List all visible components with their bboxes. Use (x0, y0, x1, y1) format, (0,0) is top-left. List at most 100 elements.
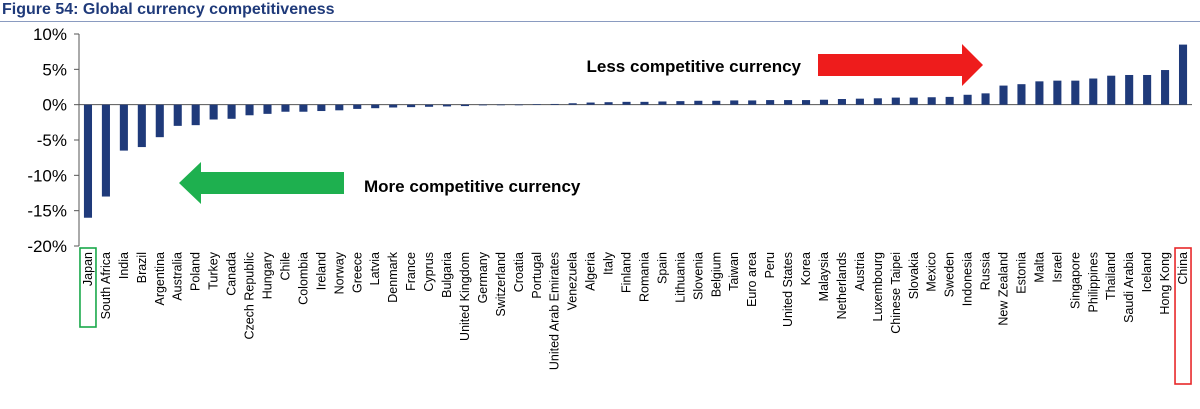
category-label: Romania (637, 252, 651, 302)
bar-colombia (299, 104, 308, 112)
bar-norway (335, 104, 344, 111)
category-label: Malta (1032, 252, 1046, 283)
category-label: Chile (278, 252, 292, 281)
bar-finland (622, 101, 631, 105)
category-label: Venezuela (566, 252, 580, 310)
y-axis: 10% 5% 0% -5% -10% -15% -20% (27, 25, 80, 256)
bar-canada (227, 104, 236, 119)
bar-sweden (945, 96, 954, 105)
bar-peru (766, 100, 775, 105)
bar-thailand (1107, 75, 1116, 105)
bar-brazil (137, 104, 146, 148)
category-label: Sweden (943, 252, 957, 297)
bar-indonesia (963, 94, 972, 105)
bar-venezuela (568, 103, 577, 105)
bar-romania (640, 101, 649, 105)
bar-latvia (371, 104, 380, 109)
category-label: Malaysia (817, 252, 831, 301)
bar-new-zealand (999, 85, 1008, 105)
category-label: Taiwan (727, 252, 741, 291)
y-tick-label: -15% (27, 202, 67, 221)
category-label: Saudi Arabia (1122, 252, 1136, 323)
highlight-box-china (1174, 247, 1192, 385)
category-label: Slovakia (907, 252, 921, 299)
category-label: Mexico (925, 252, 939, 292)
y-tick-label: -5% (37, 131, 67, 150)
category-label: Chinese Taipei (889, 252, 903, 334)
category-label: South Africa (99, 252, 113, 319)
category-label: Japan (81, 252, 95, 286)
title-divider (0, 21, 1200, 22)
category-label: Canada (225, 252, 239, 296)
bar-united-arab-emirates (550, 103, 559, 105)
category-label: Bulgaria (440, 252, 454, 298)
bar-denmark (389, 104, 398, 108)
green-left-arrow-icon (179, 162, 344, 204)
bar-ireland (317, 104, 326, 112)
category-label: Italy (602, 251, 616, 275)
category-label: Thailand (1104, 252, 1118, 300)
bar-malaysia (819, 99, 829, 105)
bar-iceland (1143, 74, 1152, 105)
category-label: Turkey (207, 251, 221, 289)
y-tick-label: 10% (33, 25, 67, 44)
category-label: China (1176, 252, 1190, 285)
bar-switzerland (496, 104, 505, 106)
bar-italy (604, 102, 613, 105)
category-label: Portugal (530, 252, 544, 299)
bar-estonia (1017, 84, 1026, 105)
annotation-less-competitive-text: Less competitive currency (587, 57, 802, 76)
highlight-box-japan (79, 247, 97, 328)
y-tick-label: 0% (42, 96, 67, 115)
category-labels: Japan South Africa India Brazil Argentina Aus… (81, 251, 1190, 370)
bar-argentina (155, 104, 164, 138)
category-label: India (117, 252, 131, 279)
bar-france (407, 104, 416, 108)
bar-algeria (586, 102, 595, 105)
bar-spain (658, 101, 667, 105)
bar-hong-kong (1161, 70, 1170, 105)
annotation-less-competitive: Less competitive currency (587, 44, 983, 86)
category-label: Peru (763, 252, 777, 278)
category-label: Singapore (1068, 252, 1082, 309)
bar-korea (802, 100, 811, 105)
category-label: United States (781, 252, 795, 327)
category-label: United Arab Emirates (548, 252, 562, 370)
category-label: France (404, 252, 418, 291)
bar-singapore (1071, 80, 1080, 105)
category-label: Norway (332, 251, 346, 294)
bar-israel (1053, 80, 1062, 105)
category-label: Belgium (709, 252, 723, 297)
category-label: Croatia (512, 252, 526, 292)
category-highlights (79, 247, 1192, 385)
bar-croatia (514, 104, 523, 106)
bar-germany (478, 104, 487, 106)
bar-united-kingdom (460, 104, 469, 107)
category-label: Euro area (745, 252, 759, 307)
bar-mexico (927, 97, 936, 105)
bar-lithuania (676, 101, 685, 105)
bar-netherlands (837, 99, 846, 105)
category-label: Czech Republic (243, 252, 257, 340)
category-label: Netherlands (835, 252, 849, 319)
bar-china (1178, 44, 1188, 105)
bar-bulgaria (442, 104, 452, 107)
category-label: Denmark (386, 251, 400, 302)
category-label: Algeria (584, 252, 598, 291)
y-tick-label: 5% (42, 60, 67, 79)
bar-chinese-taipei (891, 97, 900, 105)
annotation-more-competitive-text: More competitive currency (364, 177, 581, 196)
bars-group (83, 44, 1188, 218)
bar-belgium (712, 100, 721, 105)
category-label: Korea (799, 252, 813, 285)
category-label: Hungary (260, 251, 274, 299)
category-label: Lithuania (673, 252, 687, 303)
category-label: Cyprus (422, 252, 436, 292)
category-label: Spain (655, 252, 669, 284)
bar-euro-area (748, 100, 757, 105)
bar-saudi-arabia (1125, 74, 1134, 105)
bar-cyprus (425, 104, 434, 107)
category-label: Germany (476, 251, 490, 303)
